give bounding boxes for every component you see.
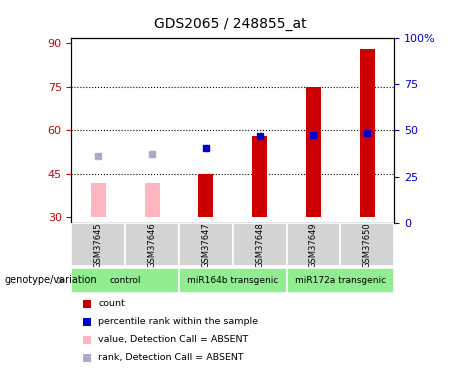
Bar: [179, 268, 287, 293]
Bar: [71, 223, 125, 266]
Text: count: count: [98, 299, 125, 308]
Text: percentile rank within the sample: percentile rank within the sample: [98, 317, 258, 326]
Text: rank, Detection Call = ABSENT: rank, Detection Call = ABSENT: [98, 353, 244, 362]
Text: GSM37647: GSM37647: [201, 222, 210, 268]
Bar: [83, 300, 91, 308]
Bar: [360, 49, 375, 217]
Text: miR164b transgenic: miR164b transgenic: [187, 276, 278, 285]
Bar: [287, 268, 394, 293]
Text: GSM37646: GSM37646: [148, 222, 157, 268]
Bar: [179, 223, 233, 266]
Bar: [125, 223, 179, 266]
Bar: [306, 87, 321, 218]
Text: GSM37650: GSM37650: [363, 222, 372, 267]
Text: GSM37648: GSM37648: [255, 222, 264, 268]
Text: control: control: [110, 276, 141, 285]
Text: genotype/variation: genotype/variation: [5, 275, 97, 285]
Bar: [252, 136, 267, 218]
Bar: [91, 183, 106, 218]
Bar: [83, 354, 91, 362]
Text: GSM37649: GSM37649: [309, 222, 318, 267]
Text: GSM37645: GSM37645: [94, 222, 103, 267]
Bar: [83, 318, 91, 326]
Text: value, Detection Call = ABSENT: value, Detection Call = ABSENT: [98, 335, 248, 344]
Bar: [145, 183, 160, 218]
Bar: [83, 336, 91, 344]
Bar: [287, 223, 340, 266]
Bar: [340, 223, 394, 266]
Bar: [233, 223, 287, 266]
Bar: [198, 174, 213, 217]
Text: GDS2065 / 248855_at: GDS2065 / 248855_at: [154, 17, 307, 31]
Text: miR172a transgenic: miR172a transgenic: [295, 276, 386, 285]
Bar: [71, 268, 179, 293]
